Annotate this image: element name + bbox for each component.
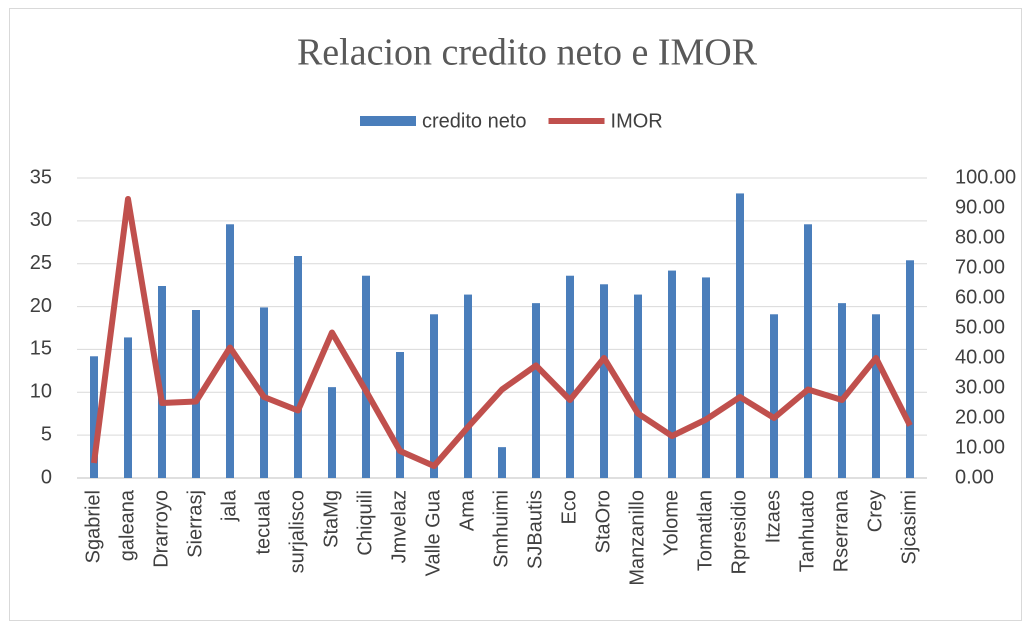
x-tick-label: Tanhuato <box>796 490 818 572</box>
bar <box>362 275 370 478</box>
bar <box>702 277 710 478</box>
bar <box>804 224 812 478</box>
x-tick-label: galeana <box>116 489 138 561</box>
bar <box>838 303 846 478</box>
y-tick-label: 10 <box>30 381 52 403</box>
chart-frame <box>9 8 1022 621</box>
bar <box>328 387 336 478</box>
x-tick-label: Chiquili <box>354 490 376 556</box>
y-tick-label: 35 <box>30 166 52 188</box>
bar <box>294 256 302 478</box>
bar <box>532 303 540 478</box>
x-tick-label: Rserrana <box>830 489 852 572</box>
y2-tick-label: 100.00 <box>955 166 1016 188</box>
x-tick-label: Sjcasimi <box>898 490 920 564</box>
y-tick-label: 0 <box>41 466 52 488</box>
bar <box>498 447 506 478</box>
legend-label: IMOR <box>611 110 663 132</box>
x-tick-label: Crey <box>864 490 886 532</box>
x-tick-label: Valle Gua <box>422 489 444 576</box>
bar <box>396 352 404 478</box>
y2-tick-label: 90.00 <box>955 196 1005 218</box>
x-tick-label: Ama <box>456 489 478 531</box>
y2-tick-label: 20.00 <box>955 406 1005 428</box>
x-tick-label: Jmvelaz <box>388 490 410 563</box>
x-tick-label: Sgabriel <box>82 490 104 563</box>
bar <box>906 260 914 478</box>
y2-tick-label: 0.00 <box>955 466 994 488</box>
bar <box>464 294 472 478</box>
y-tick-label: 5 <box>41 423 52 445</box>
x-tick-label: tecuala <box>252 489 274 554</box>
bar <box>158 286 166 478</box>
legend-label: credito neto <box>422 110 527 132</box>
x-tick-label: Sierrasj <box>184 490 206 558</box>
bar <box>600 284 608 478</box>
x-tick-label: StaMg <box>320 490 342 548</box>
x-tick-label: Smhuimi <box>490 490 512 568</box>
bar <box>668 270 676 478</box>
y2-tick-label: 50.00 <box>955 316 1005 338</box>
y-tick-label: 25 <box>30 252 52 274</box>
y2-tick-label: 10.00 <box>955 436 1005 458</box>
x-tick-label: StaOro <box>592 490 614 553</box>
x-tick-label: Manzanillo <box>626 490 648 586</box>
x-tick-label: surjalisco <box>286 490 308 573</box>
y2-tick-label: 70.00 <box>955 256 1005 278</box>
bar <box>192 310 200 478</box>
bar <box>770 314 778 478</box>
bar <box>736 193 744 478</box>
y2-tick-label: 40.00 <box>955 346 1005 368</box>
y2-tick-label: 30.00 <box>955 376 1005 398</box>
x-tick-label: Rpresidio <box>728 490 750 574</box>
bar <box>634 294 642 478</box>
bar <box>566 275 574 478</box>
x-tick-label: Drarroyo <box>150 490 172 568</box>
x-tick-label: SJBautis <box>524 490 546 569</box>
y2-tick-label: 60.00 <box>955 286 1005 308</box>
x-tick-label: Yolome <box>660 490 682 556</box>
x-tick-label: Eco <box>558 490 580 524</box>
bar <box>124 337 132 478</box>
y-tick-label: 30 <box>30 209 52 231</box>
y-tick-label: 15 <box>30 338 52 360</box>
y2-tick-label: 80.00 <box>955 226 1005 248</box>
legend-swatch <box>360 116 416 126</box>
bar <box>872 314 880 478</box>
x-tick-label: Itzaes <box>762 490 784 543</box>
bar <box>430 314 438 478</box>
x-tick-label: Tomatlan <box>694 490 716 571</box>
line <box>91 196 913 469</box>
y-tick-label: 20 <box>30 295 52 317</box>
chart-title: Relacion credito neto e IMOR <box>297 32 758 74</box>
bar <box>90 356 98 478</box>
x-tick-label: jala <box>218 489 240 522</box>
